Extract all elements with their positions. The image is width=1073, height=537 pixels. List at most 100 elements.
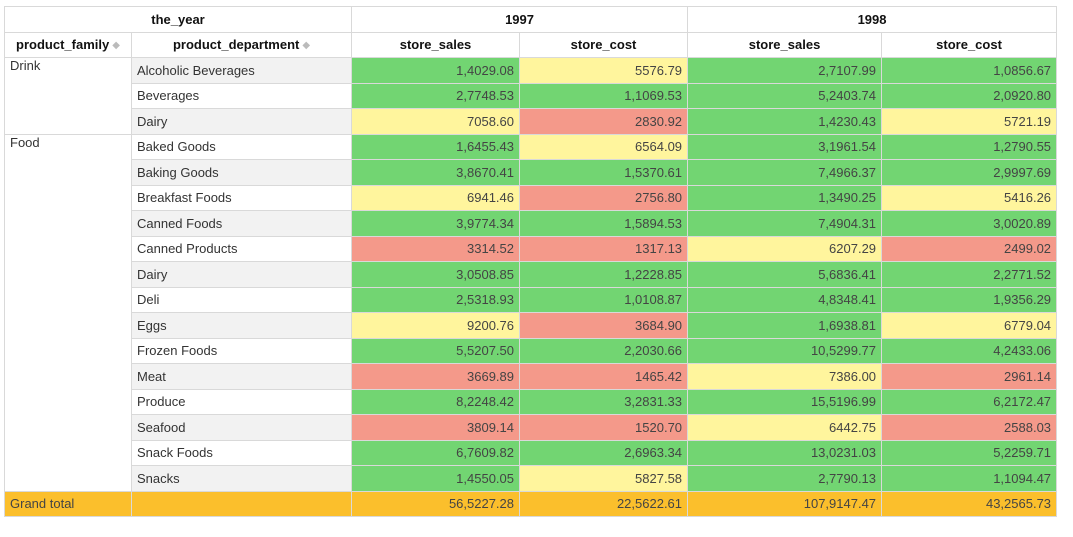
store-sales-1997-cell: 3,8670.41 (351, 159, 521, 186)
store-cost-1997-cell: 1,2228.85 (519, 261, 689, 288)
table-row: Frozen Foods 5,5207.50 2,2030.66 10,5299.77… (5, 337, 1058, 364)
store-sales-1997-cell: 5,5207.50 (351, 337, 521, 364)
store-sales-1997-cell: 9200.76 (351, 312, 521, 339)
store-sales-1998-cell: 1,3490.25 (687, 184, 883, 211)
table-row: Snack Foods 6,7609.82 2,6963.34 13,0231.03 5… (5, 439, 1058, 466)
store-sales-1998-cell: 7386.00 (687, 363, 883, 390)
product-department-cell: Dairy (130, 108, 353, 135)
store-sales-1997-cell: 6,7609.82 (351, 439, 521, 466)
store-cost-1997-cell: 1,0108.87 (519, 286, 689, 313)
product-department-cell: Deli (130, 286, 353, 313)
store-sales-1998-cell: 1,4230.43 (687, 108, 883, 135)
product-family-cell: Drink (4, 57, 132, 135)
year-header-row: the_year 1997 1998 (3, 6, 1058, 33)
grand-total-row: Grand total 56,5227.28 22,5622.61 107,9147.… (4, 490, 1058, 517)
store-cost-1998-cell: 1,1094.47 (881, 465, 1058, 492)
store-sales-1998-cell: 2,7107.99 (687, 57, 883, 84)
store-sales-1998-cell: 7,4966.37 (687, 159, 883, 186)
store-cost-1997-cell: 5827.58 (519, 465, 689, 492)
sort-icon[interactable]: ◆ (302, 40, 311, 52)
store-sales-1998-cell: 4,8348.41 (687, 286, 883, 313)
store-cost-1998-cell: 2588.03 (881, 414, 1058, 441)
product-department-cell: Alcoholic Beverages (130, 57, 353, 84)
store-cost-1997-cell: 5576.79 (519, 57, 689, 84)
store-cost-1997-cell: 2,2030.66 (519, 337, 689, 364)
grand-total-store-cost-1998-cell: 43,2565.73 (881, 490, 1058, 517)
store-sales-1998-cell: 3,1961.54 (687, 133, 883, 160)
store-sales-1998-cell: 10,5299.77 (687, 337, 883, 364)
field-header-row: product_family ◆ product_department ◆ stor… (4, 31, 1058, 58)
store-cost-1997-header: store_cost (519, 31, 689, 58)
store-sales-1997-header: store_sales (351, 31, 521, 58)
store-sales-1997-cell: 1,4029.08 (351, 57, 521, 84)
table-row: Produce 8,2248.42 3,2831.33 15,5196.99 6,217… (5, 388, 1058, 415)
product-department-cell: Canned Foods (130, 210, 353, 237)
store-sales-1997-cell: 3,9774.34 (351, 210, 521, 237)
table-row: Baking Goods 3,8670.41 1,5370.61 7,4966.37 2… (5, 159, 1058, 186)
table-row: Canned Products 3314.52 1317.13 6207.29 2499… (5, 235, 1058, 262)
store-cost-1998-cell: 1,0856.67 (881, 57, 1058, 84)
product-department-cell: Eggs (130, 312, 353, 339)
year-1997-header: 1997 (351, 6, 689, 33)
grand-total-empty-cell (130, 490, 353, 517)
store-cost-1998-cell: 2,9997.69 (881, 159, 1058, 186)
store-cost-1998-header: store_cost (881, 31, 1058, 58)
grand-total-store-cost-1997-cell: 22,5622.61 (519, 490, 689, 517)
store-sales-1997-cell: 2,7748.53 (351, 82, 521, 109)
product-department-header[interactable]: product_department ◆ (130, 31, 353, 58)
store-cost-1997-cell: 3684.90 (519, 312, 689, 339)
product-department-cell: Beverages (130, 82, 353, 109)
store-cost-1997-cell: 2830.92 (519, 108, 689, 135)
store-cost-1997-cell: 1,1069.53 (519, 82, 689, 109)
product-department-cell: Dairy (130, 261, 353, 288)
year-axis-header: the_year (3, 6, 353, 33)
product-department-cell: Produce (130, 388, 353, 415)
store-sales-1997-cell: 8,2248.42 (351, 388, 521, 415)
store-cost-1997-cell: 1520.70 (519, 414, 689, 441)
table-row: Eggs 9200.76 3684.90 1,6938.81 6779.04 (5, 312, 1058, 339)
store-cost-1998-cell: 5416.26 (881, 184, 1058, 211)
product-department-cell: Baked Goods (130, 133, 353, 160)
store-cost-1997-cell: 2756.80 (519, 184, 689, 211)
table-row: Canned Foods 3,9774.34 1,5894.53 7,4904.31 3… (5, 210, 1058, 237)
table-row: Dairy 7058.60 2830.92 1,4230.43 5721.19 (5, 108, 1058, 135)
grand-total-label: Grand total (4, 490, 132, 517)
pivot-table: the_year 1997 1998 product_family ◆ produ… (3, 6, 1058, 517)
store-sales-1998-cell: 5,2403.74 (687, 82, 883, 109)
product-department-cell: Frozen Foods (130, 337, 353, 364)
store-cost-1997-cell: 2,6963.34 (519, 439, 689, 466)
store-cost-1998-cell: 2,2771.52 (881, 261, 1058, 288)
store-sales-1998-cell: 1,6938.81 (687, 312, 883, 339)
store-sales-1997-cell: 3314.52 (351, 235, 521, 262)
store-cost-1998-cell: 2961.14 (881, 363, 1058, 390)
store-sales-1998-header: store_sales (687, 31, 883, 58)
store-sales-1998-cell: 5,6836.41 (687, 261, 883, 288)
store-cost-1997-cell: 1,5370.61 (519, 159, 689, 186)
store-sales-1998-cell: 15,5196.99 (687, 388, 883, 415)
product-department-cell: Meat (130, 363, 353, 390)
table-row: Dairy 3,0508.85 1,2228.85 5,6836.41 2,2771.5… (5, 261, 1058, 288)
store-sales-1997-cell: 3,0508.85 (351, 261, 521, 288)
store-cost-1997-cell: 1317.13 (519, 235, 689, 262)
product-department-header-label: product_department (172, 37, 300, 53)
sort-icon[interactable]: ◆ (112, 40, 120, 52)
store-cost-1998-cell: 5,2259.71 (881, 439, 1058, 466)
store-cost-1998-cell: 2499.02 (881, 235, 1058, 262)
store-sales-1998-cell: 7,4904.31 (687, 210, 883, 237)
product-department-cell: Breakfast Foods (130, 184, 353, 211)
product-family-header-label: product_family (16, 37, 110, 53)
store-cost-1998-cell: 3,0020.89 (881, 210, 1058, 237)
table-row: Food Baked Goods 1,6455.43 6564.09 3,1961.54… (4, 133, 1058, 492)
product-family-header[interactable]: product_family ◆ (4, 31, 132, 58)
store-cost-1997-cell: 6564.09 (519, 133, 689, 160)
store-sales-1997-cell: 1,6455.43 (351, 133, 521, 160)
store-sales-1997-cell: 3669.89 (351, 363, 521, 390)
store-sales-1997-cell: 1,4550.05 (351, 465, 521, 492)
table-row: Drink Alcoholic Beverages 1,4029.08 5576.79… (4, 57, 1058, 135)
year-1998-header: 1998 (687, 6, 1058, 33)
store-sales-1998-cell: 2,7790.13 (687, 465, 883, 492)
product-department-cell: Snacks (130, 465, 353, 492)
store-cost-1997-cell: 3,2831.33 (519, 388, 689, 415)
store-sales-1997-cell: 3809.14 (351, 414, 521, 441)
grand-total-store-sales-1997-cell: 56,5227.28 (351, 490, 521, 517)
